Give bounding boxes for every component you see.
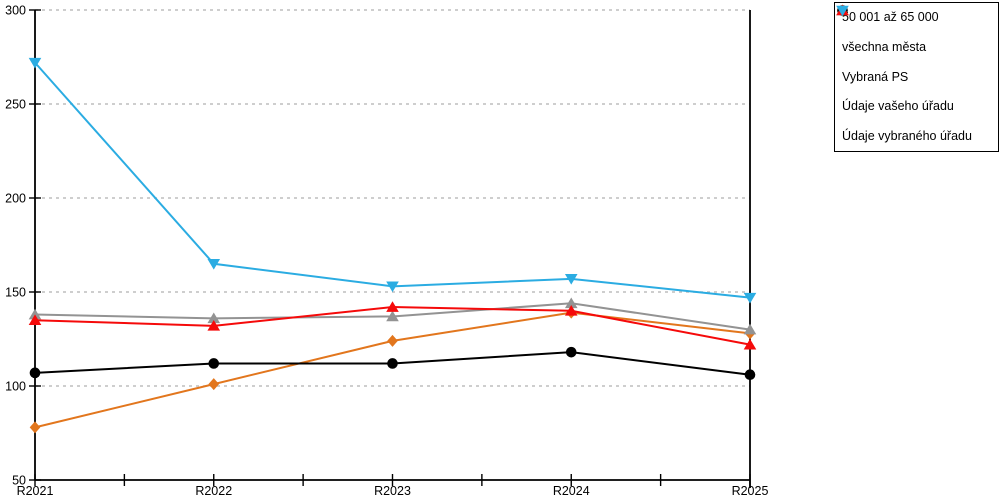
data-point [386, 281, 399, 293]
legend-item-label: Údaje vybraného úřadu [842, 129, 972, 143]
data-point [564, 274, 578, 285]
x-tick-label: R2022 [195, 484, 232, 498]
legend-item-label: Údaje vašeho úřadu [842, 99, 954, 114]
legend-marker [836, 5, 849, 17]
legend-item-label: Vybraná PS [842, 69, 909, 84]
data-point [29, 421, 41, 434]
data-point [207, 312, 221, 324]
legend-item-label: všechna města [842, 39, 927, 54]
axes [34, 10, 751, 488]
series-3 [28, 301, 757, 350]
data-point [386, 301, 399, 312]
x-tick-label: R2025 [732, 484, 769, 498]
data-point [28, 314, 42, 325]
data-point [387, 358, 398, 369]
y-tick-label: 100 [5, 380, 26, 394]
data-point [564, 305, 578, 316]
data-point [207, 259, 221, 270]
series-line [34, 61, 751, 299]
gridlines [35, 9, 750, 387]
y-tick-label: 150 [5, 286, 26, 300]
data-point [207, 320, 221, 331]
y-tick-labels: 50 100 150 200 250 300 [5, 4, 26, 488]
data-point [208, 378, 220, 391]
y-tick-label: 300 [5, 4, 26, 18]
x-tick-label: R2021 [17, 484, 54, 498]
x-tick-labels: R2021 R2022 R2023 R2024 R2025 [17, 484, 769, 498]
y-tick-label: 50 [12, 474, 26, 488]
data-point [565, 346, 577, 358]
data-point [743, 338, 757, 350]
x-tick-label: R2024 [553, 484, 590, 498]
legend-item: 50 001 až 65 000 [837, 4, 991, 25]
data-point [29, 367, 41, 379]
data-point [386, 310, 399, 322]
series-4 [28, 57, 757, 304]
series-2 [28, 297, 757, 335]
data-point [744, 369, 756, 381]
data-point [564, 297, 578, 309]
legend-item: Vybraná PS [836, 4, 991, 85]
legend-item: Údaje vybraného úřadu [836, 5, 991, 144]
legend: 50 001 až 65 000 všechna města Vybraná PS Ú… [834, 2, 999, 152]
data-point [28, 308, 42, 320]
data-point [387, 334, 398, 347]
data-point [743, 292, 757, 304]
triangle-down-legend-icon [836, 5, 849, 17]
y-tick-label: 200 [5, 192, 26, 206]
data-point [208, 358, 220, 369]
y-tick-label: 250 [5, 98, 26, 112]
legend-item-label: 50 001 až 65 000 [842, 10, 939, 24]
series-line [34, 311, 751, 429]
legend-item: Údaje vašeho úřadu [836, 4, 991, 114]
ticks [29, 9, 751, 486]
data-point [28, 57, 42, 69]
series-1 [29, 346, 756, 381]
data-point [743, 323, 757, 335]
legend-item: všechna města [837, 5, 991, 55]
x-tick-label: R2023 [374, 484, 411, 498]
